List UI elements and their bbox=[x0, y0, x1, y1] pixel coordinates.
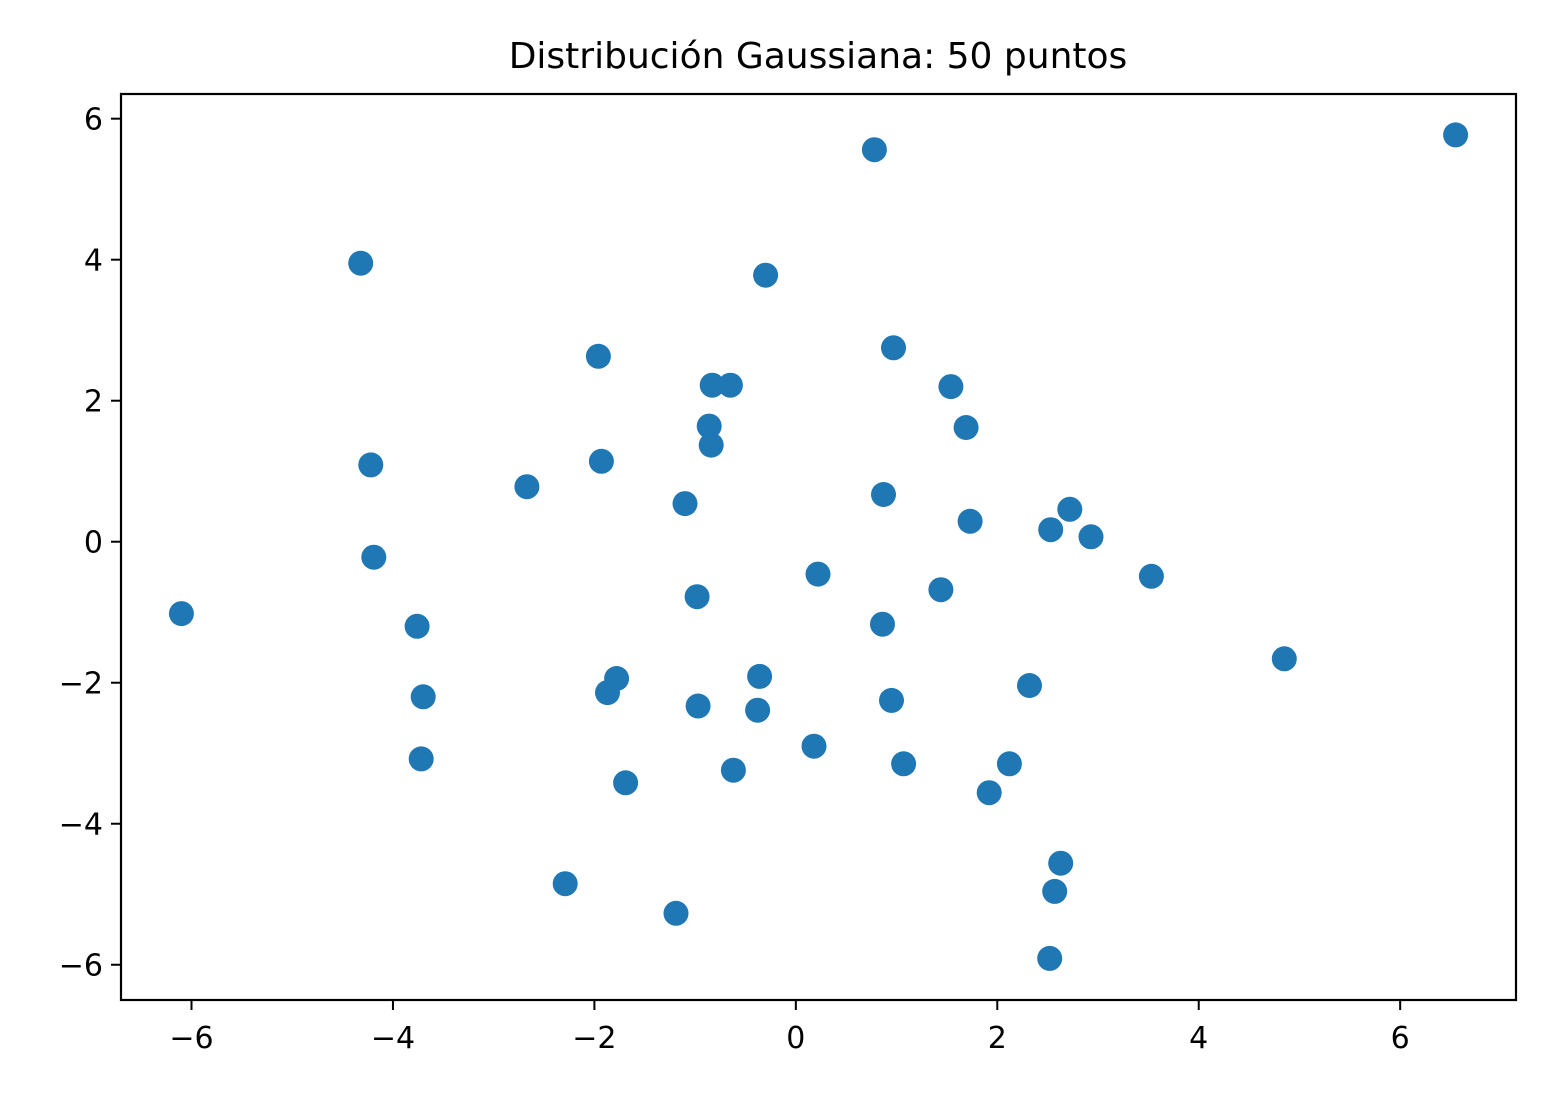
y-axis: −6 −4 −2 0 2 4 6 bbox=[59, 103, 121, 984]
scatter-point bbox=[870, 611, 895, 637]
x-axis: −6 −4 −2 0 2 4 6 bbox=[169, 1000, 1410, 1056]
scatter-point bbox=[168, 601, 194, 627]
scatter-point bbox=[358, 452, 384, 478]
scatter-point bbox=[361, 544, 387, 570]
scatter-point bbox=[595, 680, 620, 706]
axes-frame bbox=[119, 92, 1518, 1002]
scatter-point bbox=[1048, 850, 1074, 876]
scatter-point bbox=[672, 491, 698, 517]
scatter-point bbox=[753, 262, 779, 288]
scatter-point bbox=[717, 372, 743, 398]
y-tick-label: 2 bbox=[84, 385, 103, 420]
chart-title: Distribución Gaussiana: 50 puntos bbox=[509, 36, 1128, 77]
x-tick-label: −2 bbox=[572, 1021, 616, 1056]
scatter-point bbox=[801, 733, 827, 759]
scatter-point bbox=[696, 413, 722, 439]
scatter-point bbox=[957, 508, 983, 534]
scatter-point bbox=[685, 693, 711, 719]
scatter-point bbox=[514, 474, 540, 500]
scatter-point bbox=[1057, 496, 1083, 522]
scatter-point bbox=[881, 335, 906, 361]
scatter-point bbox=[976, 780, 1002, 806]
scatter-point bbox=[938, 374, 964, 400]
scatter-point bbox=[1443, 122, 1469, 148]
scatter-point bbox=[348, 250, 374, 276]
scatter-point bbox=[699, 372, 725, 398]
scatter-point bbox=[1271, 646, 1297, 672]
x-tick-label: −4 bbox=[371, 1021, 415, 1056]
x-tick-label: −6 bbox=[169, 1021, 213, 1056]
scatter-point bbox=[745, 697, 771, 723]
y-tick-label: −2 bbox=[59, 667, 103, 702]
scatter-point bbox=[663, 900, 689, 926]
axes-background bbox=[121, 94, 1516, 1000]
x-tick-label: 4 bbox=[1189, 1021, 1208, 1056]
y-tick-label: 0 bbox=[84, 526, 103, 561]
scatter-point bbox=[1078, 524, 1104, 550]
scatter-point bbox=[871, 482, 896, 507]
scatter-point bbox=[1037, 945, 1063, 971]
scatter-point bbox=[1042, 878, 1068, 904]
y-tick-label: 4 bbox=[84, 244, 103, 279]
y-tick-label: −4 bbox=[59, 808, 103, 843]
scatter-point bbox=[613, 770, 639, 796]
scatter-point bbox=[698, 432, 724, 458]
scatter-point bbox=[684, 584, 710, 610]
scatter-point bbox=[408, 746, 434, 772]
scatter-point bbox=[891, 751, 917, 777]
scatter-point bbox=[1038, 517, 1064, 543]
scatter-point bbox=[861, 137, 887, 163]
scatter-point bbox=[585, 343, 611, 369]
scatter-point bbox=[928, 577, 954, 603]
plot-area bbox=[121, 94, 1516, 1000]
scatter-point bbox=[1138, 563, 1164, 589]
scatter-point bbox=[996, 751, 1022, 777]
scatter-point bbox=[720, 757, 746, 783]
x-tick-label: 0 bbox=[786, 1021, 805, 1056]
y-tick-label: 6 bbox=[84, 103, 103, 138]
scatter-point bbox=[1017, 673, 1042, 698]
x-tick-label: 6 bbox=[1391, 1021, 1410, 1056]
scatter-point bbox=[747, 663, 773, 689]
scatter-point bbox=[410, 684, 436, 710]
scatter-point bbox=[404, 613, 430, 639]
scatter-point bbox=[588, 448, 614, 474]
y-tick-label: −6 bbox=[59, 949, 103, 984]
points-layer bbox=[168, 122, 1469, 971]
scatter-point bbox=[552, 871, 578, 897]
scatter-point bbox=[879, 687, 904, 713]
x-tick-label: 2 bbox=[988, 1021, 1007, 1056]
scatter-point bbox=[805, 561, 831, 587]
scatter-point bbox=[953, 415, 979, 440]
